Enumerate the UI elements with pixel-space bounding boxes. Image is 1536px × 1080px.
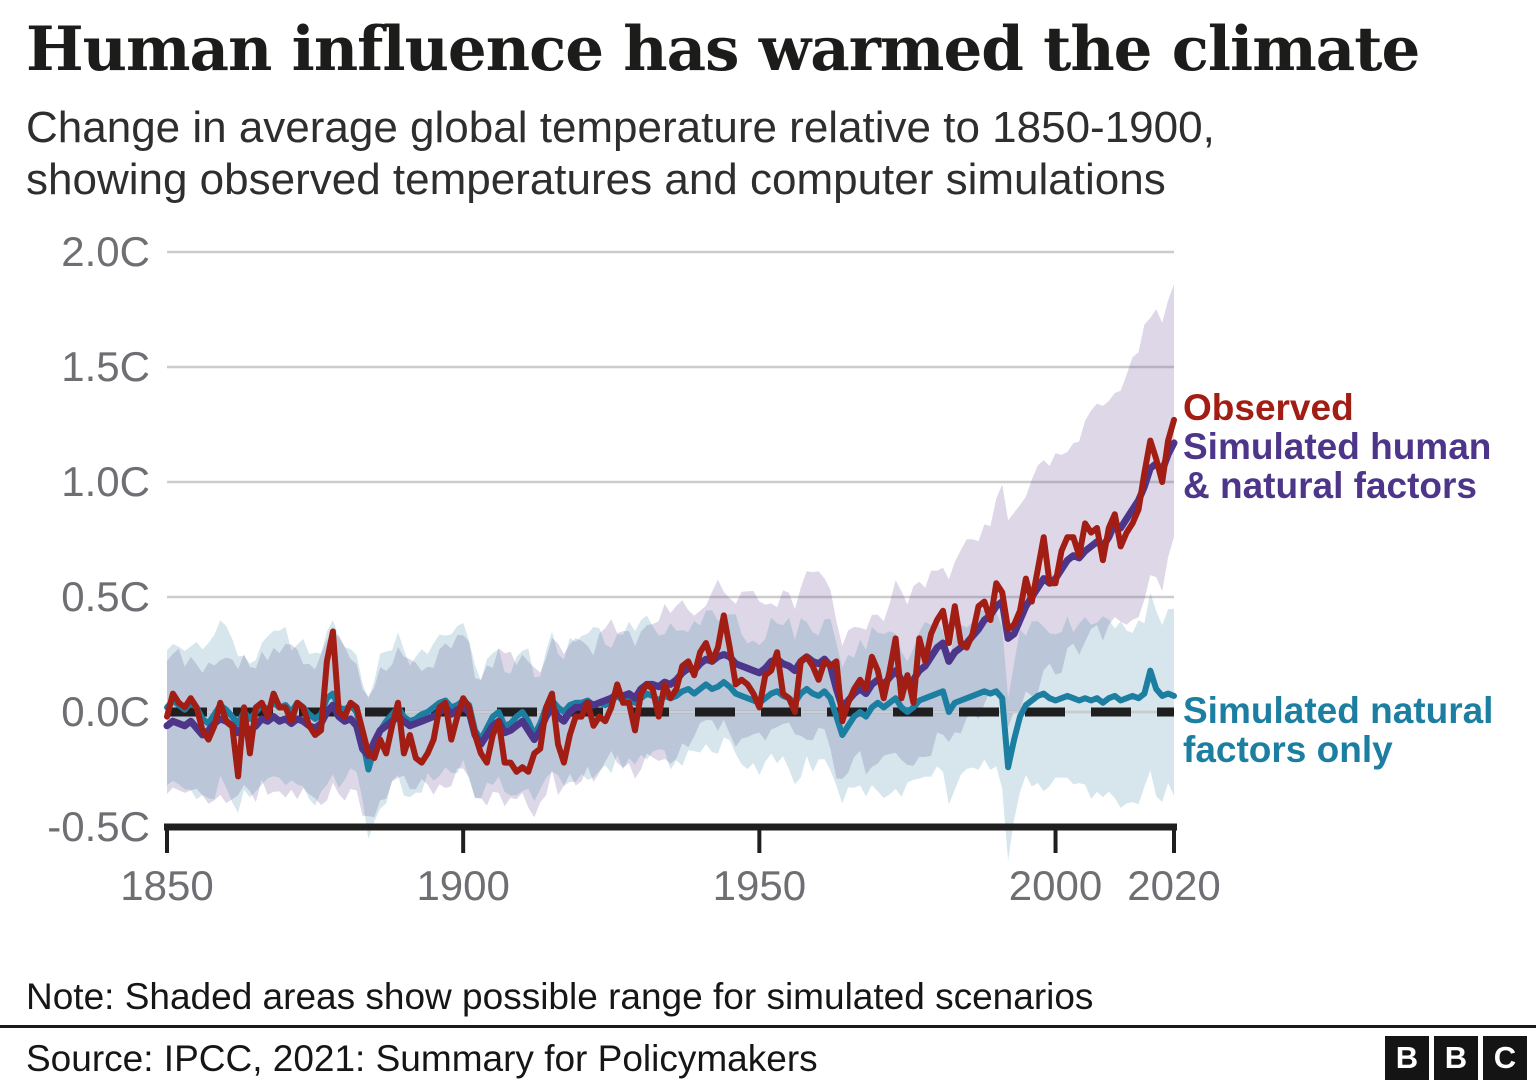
x-tick-label-1950: 1950 xyxy=(713,862,806,909)
y-tick-label-1.0C: 1.0C xyxy=(61,458,150,505)
x-axis: 1850 1900 1950 2000 2020 xyxy=(120,823,1221,909)
bbc-logo: B B C xyxy=(1385,1036,1527,1080)
y-tick-label--0.5C: -0.5C xyxy=(47,803,150,850)
legend-label-simulated-natural-line2: factors only xyxy=(1183,729,1393,770)
legend-label-observed: Observed xyxy=(1183,387,1354,428)
chart-note: Note: Shaded areas show possible range f… xyxy=(26,976,1094,1017)
legend-label-simulated-human-line1: Simulated human xyxy=(1183,426,1492,467)
temperature-line-chart: 1850 1900 1950 2000 2020 2.0C 1.5C 1.0C 0.5C 0.0C… xyxy=(47,228,1221,909)
page-title: Human influence has warmed the climate xyxy=(26,14,1420,85)
x-tick-label-1900: 1900 xyxy=(416,862,509,909)
chart-subtitle: Change in average global temperature rel… xyxy=(26,102,1526,206)
legend-label-simulated-natural-line1: Simulated natural xyxy=(1183,690,1494,731)
x-tick-label-1850: 1850 xyxy=(120,862,213,909)
source-credit: Source: IPCC, 2021: Summary for Policyma… xyxy=(26,1038,818,1079)
bbc-logo-letter-b1: B xyxy=(1385,1036,1429,1080)
legend-label-simulated-human-line2: & natural factors xyxy=(1183,465,1478,506)
y-tick-label-1.5C: 1.5C xyxy=(61,343,150,390)
series-line-observed xyxy=(164,416,1177,780)
y-tick-label-0.0C: 0.0C xyxy=(61,688,150,735)
y-tick-label-2.0C: 2.0C xyxy=(61,228,150,275)
legend-natural: Simulated natural factors only xyxy=(1183,691,1493,769)
uncertainty-band-human-natural xyxy=(167,284,1174,818)
bbc-logo-letter-c: C xyxy=(1483,1036,1527,1080)
x-tick-label-2000: 2000 xyxy=(1009,862,1102,909)
y-tick-label-0.5C: 0.5C xyxy=(61,573,150,620)
footer-divider xyxy=(0,1025,1536,1028)
bbc-logo-letter-b2: B xyxy=(1434,1036,1478,1080)
legend-observed-and-human: Observed Simulated human & natural facto… xyxy=(1183,388,1491,505)
subtitle-line-2: showing observed temperatures and comput… xyxy=(26,155,1166,204)
subtitle-line-1: Change in average global temperature rel… xyxy=(26,103,1215,152)
x-tick-label-2020: 2020 xyxy=(1127,862,1220,909)
